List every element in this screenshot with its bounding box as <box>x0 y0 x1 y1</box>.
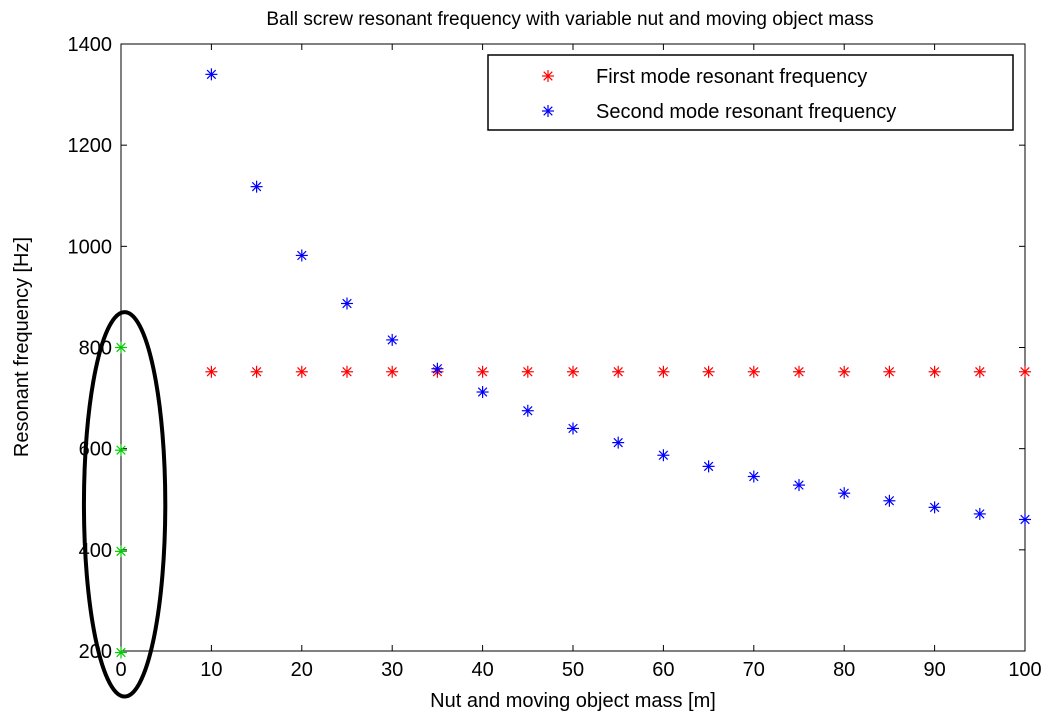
x-tick-label: 60 <box>652 659 674 681</box>
data-point-series-1 <box>974 508 986 520</box>
x-tick-label: 20 <box>291 659 313 681</box>
data-point-series-0 <box>929 366 941 378</box>
x-tick-label: 10 <box>200 659 222 681</box>
data-point-series-1 <box>251 181 263 193</box>
data-point-series-1 <box>929 501 941 513</box>
data-point-series-1 <box>748 470 760 482</box>
data-point-series-0 <box>386 366 398 378</box>
y-tick-label: 1400 <box>68 34 113 56</box>
data-point-series-0 <box>296 366 308 378</box>
data-point-series-1 <box>657 449 669 461</box>
data-point-series-0 <box>1019 366 1031 378</box>
data-point-series-1 <box>612 437 624 449</box>
data-point-series-1 <box>341 297 353 309</box>
data-point-series-1 <box>477 386 489 398</box>
data-point-series-0 <box>748 366 760 378</box>
y-tick-label: 800 <box>79 338 112 360</box>
x-tick-label: 0 <box>115 659 126 681</box>
data-point-series-1 <box>703 460 715 472</box>
data-point-series-1 <box>386 334 398 346</box>
data-point-series-0 <box>657 366 669 378</box>
data-point-series-2 <box>115 444 127 456</box>
data-point-series-0 <box>477 366 489 378</box>
y-tick-label: 1200 <box>68 135 113 157</box>
data-point-series-1 <box>431 363 443 375</box>
y-axis-title: Resonant frequency [Hz] <box>11 237 33 457</box>
data-point-series-0 <box>703 366 715 378</box>
data-point-series-1 <box>296 249 308 261</box>
data-point-series-1 <box>838 487 850 499</box>
x-tick-label: 70 <box>743 659 765 681</box>
y-tick-label: 1000 <box>68 236 113 258</box>
data-point-series-0 <box>341 366 353 378</box>
data-point-series-1 <box>522 405 534 417</box>
data-point-series-1 <box>205 68 217 80</box>
data-point-series-0 <box>205 366 217 378</box>
legend-marker-asterisk <box>542 70 554 82</box>
data-point-series-0 <box>522 366 534 378</box>
data-point-series-2 <box>115 647 127 659</box>
x-tick-label: 30 <box>381 659 403 681</box>
data-point-series-0 <box>567 366 579 378</box>
data-point-series-1 <box>567 422 579 434</box>
data-point-series-0 <box>612 366 624 378</box>
legend: First mode resonant frequency Second mod… <box>488 55 1013 130</box>
data-point-series-1 <box>793 479 805 491</box>
data-point-series-0 <box>838 366 850 378</box>
data-point-series-2 <box>115 545 127 557</box>
x-tick-label: 40 <box>471 659 493 681</box>
legend-marker-asterisk <box>542 105 554 117</box>
x-tick-label: 80 <box>833 659 855 681</box>
data-point-series-1 <box>883 495 895 507</box>
legend-label-first-mode: First mode resonant frequency <box>596 66 867 88</box>
x-tick-label: 100 <box>1008 659 1041 681</box>
data-point-series-0 <box>251 366 263 378</box>
data-point-series-0 <box>793 366 805 378</box>
chart-title: Ball screw resonant frequency with varia… <box>266 9 873 30</box>
legend-marker-first-mode <box>542 70 554 82</box>
data-point-series-0 <box>974 366 986 378</box>
legend-marker-second-mode <box>542 105 554 117</box>
x-axis-title: Nut and moving object mass [m] <box>430 690 716 712</box>
legend-label-second-mode: Second mode resonant frequency <box>596 101 896 123</box>
data-point-series-1 <box>1019 513 1031 525</box>
data-point-series-0 <box>883 366 895 378</box>
x-tick-label: 90 <box>923 659 945 681</box>
x-tick-label: 50 <box>562 659 584 681</box>
data-point-series-2 <box>115 342 127 354</box>
